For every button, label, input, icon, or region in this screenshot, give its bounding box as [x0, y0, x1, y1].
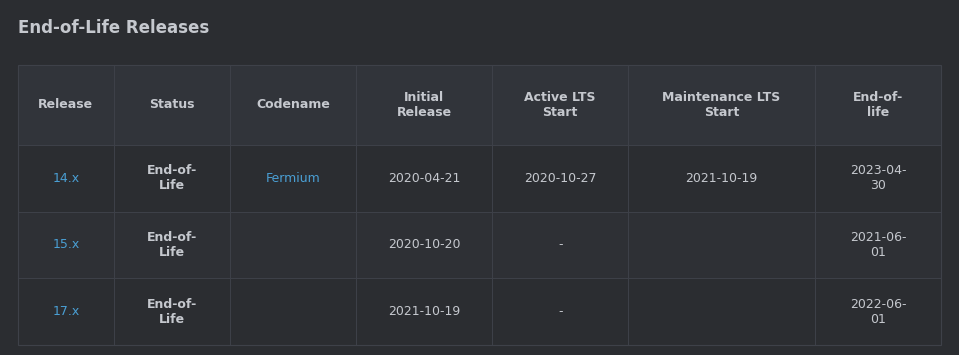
Text: 15.x: 15.x: [53, 239, 80, 251]
Text: 2020-10-20: 2020-10-20: [387, 239, 460, 251]
Text: End-of-
life: End-of- life: [853, 91, 903, 119]
Text: Fermium: Fermium: [266, 172, 320, 185]
Text: 2021-10-19: 2021-10-19: [686, 172, 758, 185]
Text: Status: Status: [149, 98, 195, 111]
Text: Codename: Codename: [256, 98, 330, 111]
Text: Initial
Release: Initial Release: [396, 91, 452, 119]
Text: Maintenance LTS
Start: Maintenance LTS Start: [663, 91, 781, 119]
Text: 14.x: 14.x: [53, 172, 80, 185]
Text: Active LTS
Start: Active LTS Start: [525, 91, 596, 119]
Text: 2020-10-27: 2020-10-27: [524, 172, 596, 185]
Text: End-of-Life Releases: End-of-Life Releases: [18, 19, 209, 37]
Text: End-of-
Life: End-of- Life: [147, 231, 197, 259]
Text: 2022-06-
01: 2022-06- 01: [850, 297, 906, 326]
Text: End-of-
Life: End-of- Life: [147, 164, 197, 192]
Text: 2021-06-
01: 2021-06- 01: [850, 231, 906, 259]
Text: 17.x: 17.x: [53, 305, 80, 318]
Text: -: -: [558, 305, 562, 318]
Text: -: -: [558, 239, 562, 251]
Text: Release: Release: [38, 98, 93, 111]
Text: 2023-04-
30: 2023-04- 30: [850, 164, 906, 192]
Text: 2020-04-21: 2020-04-21: [387, 172, 460, 185]
Text: 2021-10-19: 2021-10-19: [387, 305, 460, 318]
Text: End-of-
Life: End-of- Life: [147, 297, 197, 326]
